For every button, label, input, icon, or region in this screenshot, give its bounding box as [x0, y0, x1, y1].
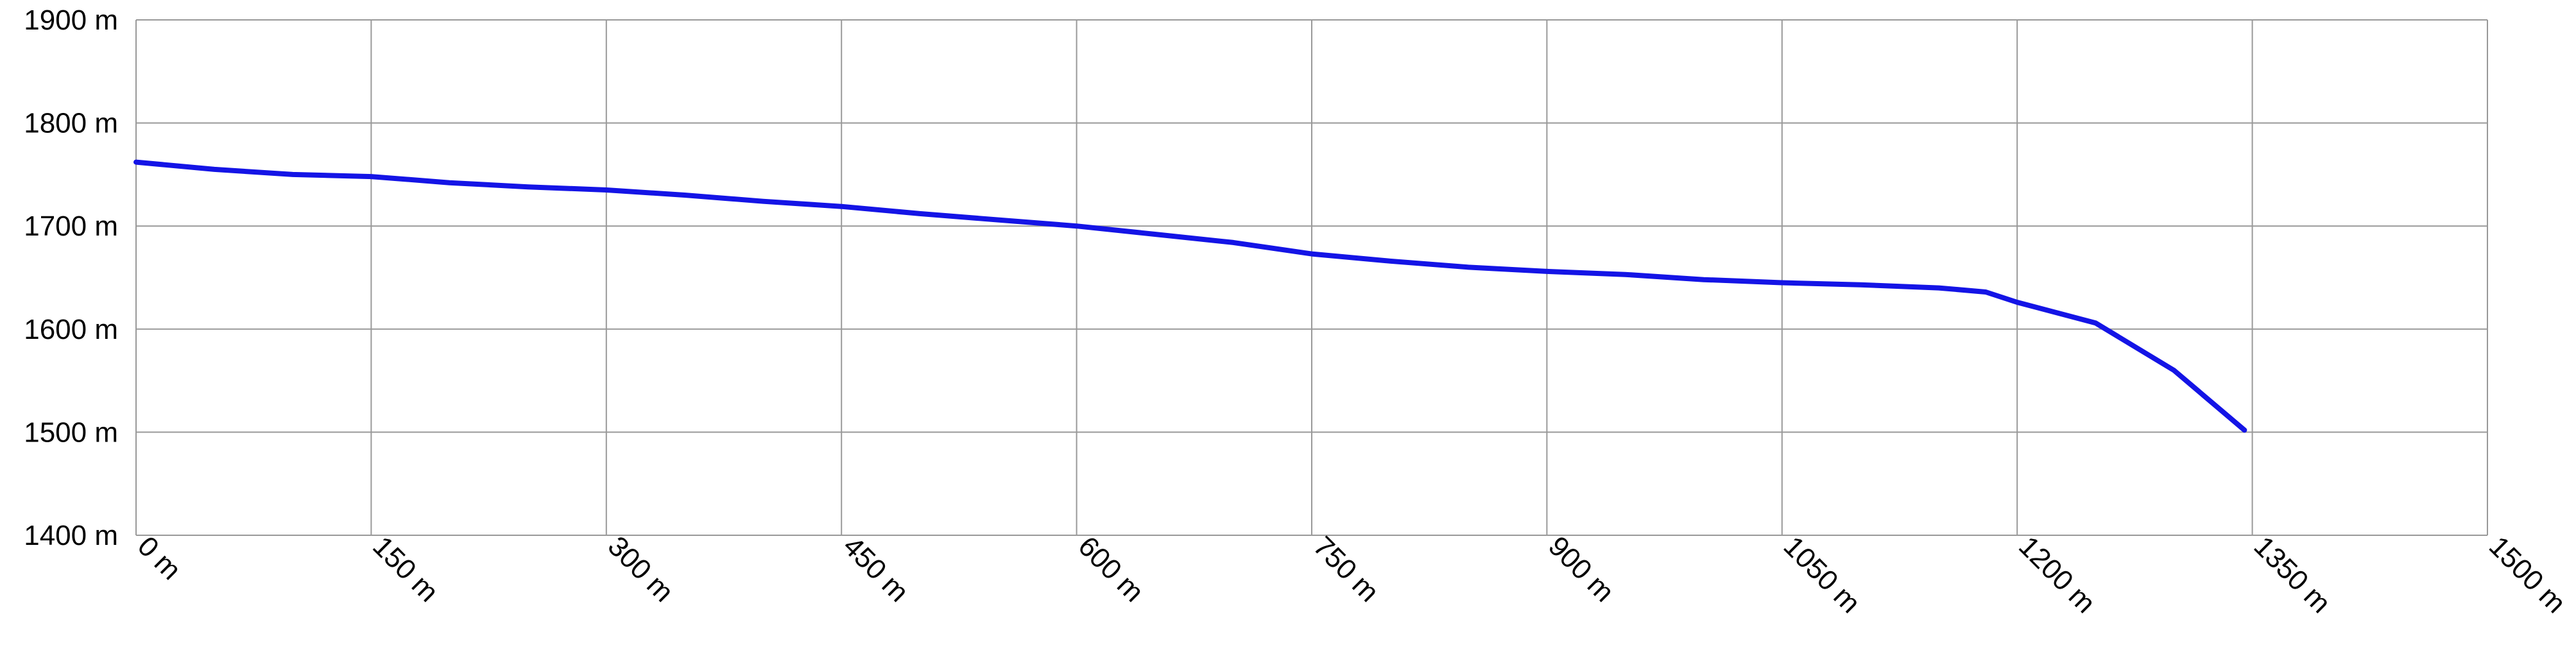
x-tick-label: 300 m: [602, 530, 680, 608]
y-tick-label: 1700 m: [24, 211, 118, 242]
x-tick-label: 150 m: [366, 530, 444, 608]
x-tick-label: 1050 m: [1778, 530, 1866, 619]
x-tick-label: 0 m: [132, 530, 187, 586]
y-tick-label: 1400 m: [24, 520, 118, 551]
y-tick-label: 1800 m: [24, 108, 118, 139]
y-tick-label: 1900 m: [24, 4, 118, 36]
y-tick-label: 1500 m: [24, 417, 118, 448]
x-tick-label: 1500 m: [2483, 530, 2572, 619]
x-tick-label: 600 m: [1072, 530, 1150, 608]
x-tick-label: 1200 m: [2013, 530, 2101, 619]
elevation-line: [133, 159, 2247, 433]
x-tick-label: 900 m: [1542, 530, 1620, 608]
y-tick-label: 1600 m: [24, 314, 118, 345]
x-tick-label: 1350 m: [2248, 530, 2337, 619]
x-tick-label: 450 m: [837, 530, 914, 608]
x-tick-label: 750 m: [1307, 530, 1385, 608]
